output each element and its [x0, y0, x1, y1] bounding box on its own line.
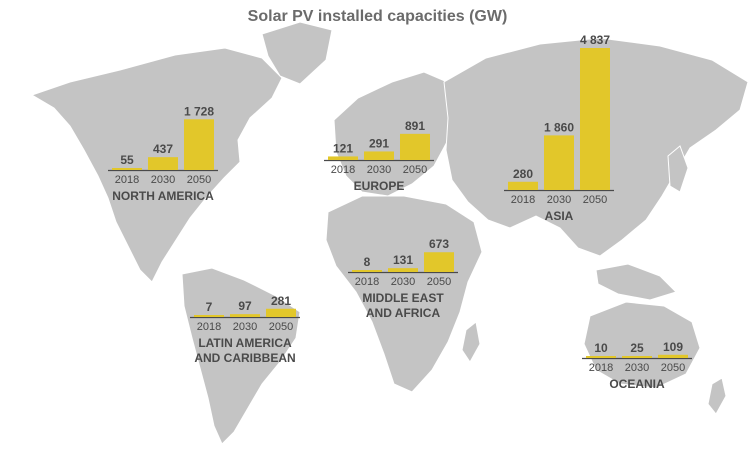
data-label: 109	[663, 340, 683, 354]
region-group: 121 2018 291 2030 891 2050 EUROPE	[324, 119, 434, 193]
year-tick-label: 2050	[403, 164, 427, 176]
landmass-southeast-asia	[595, 263, 677, 301]
bar	[424, 252, 454, 272]
landmass-new-zealand	[707, 377, 727, 415]
bar	[148, 157, 178, 170]
bar	[184, 119, 214, 170]
year-tick-label: 2030	[233, 321, 257, 333]
data-label: 291	[369, 136, 389, 150]
data-label: 10	[594, 341, 608, 355]
year-tick-label: 2018	[511, 194, 535, 206]
data-label: 131	[393, 253, 413, 267]
data-label: 4 837	[580, 33, 610, 47]
data-label: 891	[405, 119, 425, 133]
year-tick-label: 2018	[589, 362, 613, 374]
region-label: AND AFRICA	[366, 306, 441, 320]
year-tick-label: 2030	[547, 194, 571, 206]
year-tick-label: 2030	[367, 164, 391, 176]
data-label: 437	[153, 142, 173, 156]
data-label: 55	[120, 153, 134, 167]
data-label: 25	[630, 341, 644, 355]
region-group: 55 2018 437 2030 1 728 2050 NORTH AMERICA	[108, 104, 218, 203]
bar-groups: 55 2018 437 2030 1 728 2050 NORTH AMERICA 121 20…	[108, 33, 692, 391]
region-label: OCEANIA	[609, 377, 665, 391]
region-label: ASIA	[545, 209, 574, 223]
landmass-japan	[667, 145, 689, 193]
landmass-africa	[325, 195, 483, 393]
region-label: MIDDLE EAST	[362, 291, 444, 305]
bar	[352, 270, 382, 272]
data-label: 7	[206, 300, 213, 314]
bar	[658, 354, 688, 358]
year-tick-label: 2050	[661, 362, 685, 374]
region-label: NORTH AMERICA	[112, 189, 214, 203]
year-tick-label: 2050	[583, 194, 607, 206]
bar	[388, 268, 418, 272]
year-tick-label: 2050	[269, 321, 293, 333]
region-label: EUROPE	[354, 179, 405, 193]
year-tick-label: 2018	[355, 276, 379, 288]
bar	[230, 314, 260, 317]
bar	[400, 133, 430, 160]
data-label: 281	[271, 294, 291, 308]
year-tick-label: 2030	[625, 362, 649, 374]
bar	[112, 168, 142, 170]
bar	[622, 356, 652, 358]
landmass-europe	[333, 71, 457, 197]
data-label: 1 860	[544, 120, 574, 134]
data-label: 121	[333, 141, 353, 155]
bar	[580, 48, 610, 190]
data-label: 8	[364, 255, 371, 269]
bar	[508, 181, 538, 190]
data-label: 673	[429, 237, 449, 251]
landmass-madagascar	[461, 321, 481, 363]
landmass-australia	[583, 301, 701, 389]
bar	[544, 135, 574, 190]
region-label: LATIN AMERICA	[198, 336, 292, 350]
bar	[266, 308, 296, 317]
year-tick-label: 2050	[427, 276, 451, 288]
region-label: AND CARIBBEAN	[194, 351, 295, 365]
year-tick-label: 2050	[187, 174, 211, 186]
data-label: 280	[513, 167, 533, 181]
chart-title: Solar PV installed capacities (GW)	[247, 8, 508, 25]
landmass-greenland	[261, 21, 333, 85]
year-tick-label: 2018	[115, 174, 139, 186]
data-label: 97	[238, 299, 252, 313]
year-tick-label: 2018	[197, 321, 221, 333]
data-label: 1 728	[184, 104, 214, 118]
bar	[328, 156, 358, 160]
region-group: 280 2018 1 860 2030 4 837 2050 ASIA	[504, 33, 614, 223]
bar	[586, 356, 616, 358]
year-tick-label: 2030	[151, 174, 175, 186]
region-group: 10 2018 25 2030 109 2050 OCEANIA	[582, 340, 692, 391]
year-tick-label: 2018	[331, 164, 355, 176]
bar	[364, 151, 394, 160]
year-tick-label: 2030	[391, 276, 415, 288]
bar	[194, 315, 224, 317]
